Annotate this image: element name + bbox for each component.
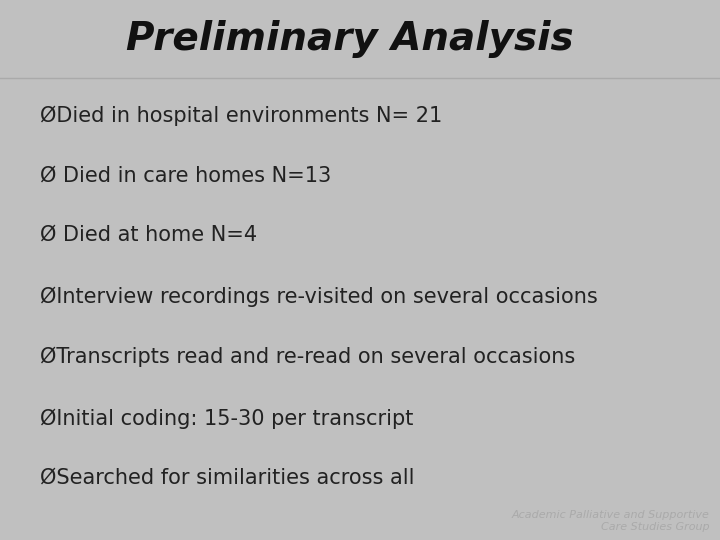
Text: ØDied in hospital environments N= 21: ØDied in hospital environments N= 21 — [40, 106, 442, 126]
Text: ØSearched for similarities across all: ØSearched for similarities across all — [40, 468, 414, 488]
Text: ØTranscripts read and re-read on several occasions: ØTranscripts read and re-read on several… — [40, 346, 575, 367]
Text: ØInterview recordings re-visited on several occasions: ØInterview recordings re-visited on seve… — [40, 287, 598, 307]
Text: Ø Died in care homes N=13: Ø Died in care homes N=13 — [40, 165, 331, 186]
Text: Ø Died at home N=4: Ø Died at home N=4 — [40, 225, 257, 245]
Text: Preliminary Analysis: Preliminary Analysis — [126, 20, 574, 58]
Text: ØInitial coding: 15-30 per transcript: ØInitial coding: 15-30 per transcript — [40, 408, 413, 429]
Text: Academic Palliative and Supportive
Care Studies Group: Academic Palliative and Supportive Care … — [511, 510, 709, 532]
